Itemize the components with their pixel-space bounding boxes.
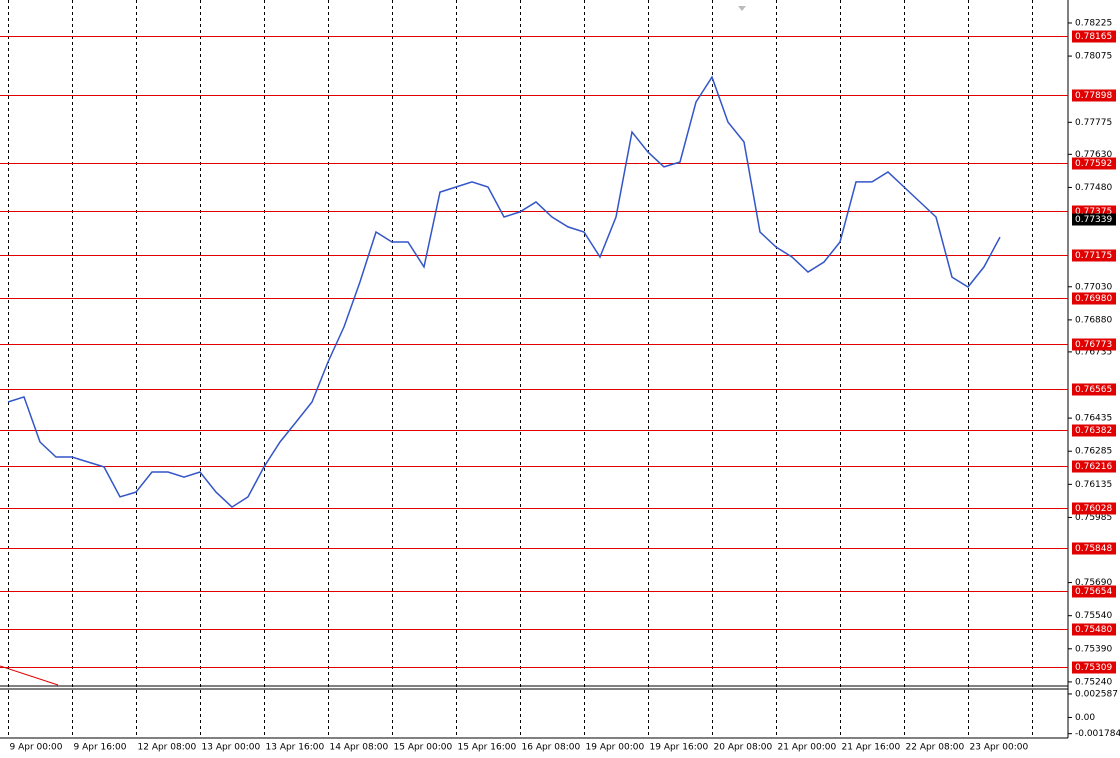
current-price-label: 0.77339 xyxy=(1075,215,1112,225)
level-label: 0.75309 xyxy=(1075,663,1112,673)
x-tick-label: 13 Apr 00:00 xyxy=(202,743,261,753)
x-tick-label: 9 Apr 00:00 xyxy=(10,743,63,753)
y-tick-label: 0.77480 xyxy=(1075,183,1112,193)
level-label: 0.76773 xyxy=(1075,340,1112,350)
level-label: 0.76980 xyxy=(1075,294,1112,304)
level-label: 0.77592 xyxy=(1075,159,1112,169)
x-tick-label: 19 Apr 16:00 xyxy=(650,743,709,753)
level-label: 0.75654 xyxy=(1075,587,1112,597)
y-tick-label: 0.78075 xyxy=(1075,52,1112,62)
indicator-tick-label: -0.001784 xyxy=(1075,729,1120,739)
level-label-box xyxy=(1072,502,1116,515)
level-label: 0.75848 xyxy=(1075,544,1112,554)
level-label-box xyxy=(1072,249,1116,262)
y-tick-label: 0.78225 xyxy=(1075,18,1112,28)
level-label: 0.77898 xyxy=(1075,91,1112,101)
level-label-box xyxy=(1072,585,1116,598)
level-label: 0.76565 xyxy=(1075,385,1112,395)
x-tick-label: 9 Apr 16:00 xyxy=(74,743,127,753)
y-tick-label: 0.76435 xyxy=(1075,414,1112,424)
level-label: 0.76216 xyxy=(1075,462,1112,472)
level-label-box xyxy=(1072,292,1116,305)
trend-line xyxy=(0,665,59,686)
level-label-box xyxy=(1072,89,1116,102)
indicator-tick-label: 0.00 xyxy=(1075,713,1095,723)
x-tick-label: 16 Apr 08:00 xyxy=(522,743,581,753)
level-label: 0.77375 xyxy=(1075,207,1112,217)
level-label: 0.78165 xyxy=(1075,32,1112,42)
y-tick-label: 0.75540 xyxy=(1075,611,1112,621)
y-tick-label: 0.75390 xyxy=(1075,644,1112,654)
level-label: 0.77175 xyxy=(1075,251,1112,261)
y-tick-label: 0.76285 xyxy=(1075,447,1112,457)
y-tick-label: 0.77775 xyxy=(1075,118,1112,128)
y-tick-label: 0.76735 xyxy=(1075,347,1112,357)
indicator-tick-label: 0.002587 xyxy=(1075,689,1118,699)
x-tick-label: 22 Apr 08:00 xyxy=(906,743,965,753)
level-label-box xyxy=(1072,623,1116,636)
level-label-box xyxy=(1072,30,1116,43)
x-tick-label: 15 Apr 00:00 xyxy=(394,743,453,753)
level-label-box xyxy=(1072,460,1116,473)
x-tick-label: 23 Apr 00:00 xyxy=(970,743,1029,753)
level-label: 0.76382 xyxy=(1075,426,1112,436)
x-tick-label: 19 Apr 00:00 xyxy=(586,743,645,753)
level-label-box xyxy=(1072,338,1116,351)
x-tick-label: 12 Apr 08:00 xyxy=(138,743,197,753)
y-tick-label: 0.77030 xyxy=(1075,282,1112,292)
y-tick-label: 0.75240 xyxy=(1075,677,1112,687)
level-label: 0.76028 xyxy=(1075,504,1112,514)
level-label-box xyxy=(1072,383,1116,396)
level-label-box xyxy=(1072,542,1116,555)
x-tick-label: 14 Apr 08:00 xyxy=(330,743,389,753)
level-label-box xyxy=(1072,157,1116,170)
level-label: 0.75480 xyxy=(1075,625,1112,635)
shift-marker xyxy=(738,6,746,11)
x-tick-label: 21 Apr 00:00 xyxy=(778,743,837,753)
level-label-box xyxy=(1072,661,1116,674)
price-line xyxy=(7,75,1001,509)
y-tick-label: 0.77630 xyxy=(1075,150,1112,160)
y-tick-label: 0.75985 xyxy=(1075,513,1112,523)
y-tick-label: 0.76135 xyxy=(1075,480,1112,490)
level-label-box xyxy=(1072,424,1116,437)
current-price-box xyxy=(1072,213,1116,226)
x-tick-label: 20 Apr 08:00 xyxy=(714,743,773,753)
x-tick-label: 15 Apr 16:00 xyxy=(458,743,517,753)
y-tick-label: 0.75690 xyxy=(1075,578,1112,588)
x-tick-label: 21 Apr 16:00 xyxy=(842,743,901,753)
y-tick-label: 0.76880 xyxy=(1075,315,1112,325)
x-tick-label: 13 Apr 16:00 xyxy=(266,743,325,753)
